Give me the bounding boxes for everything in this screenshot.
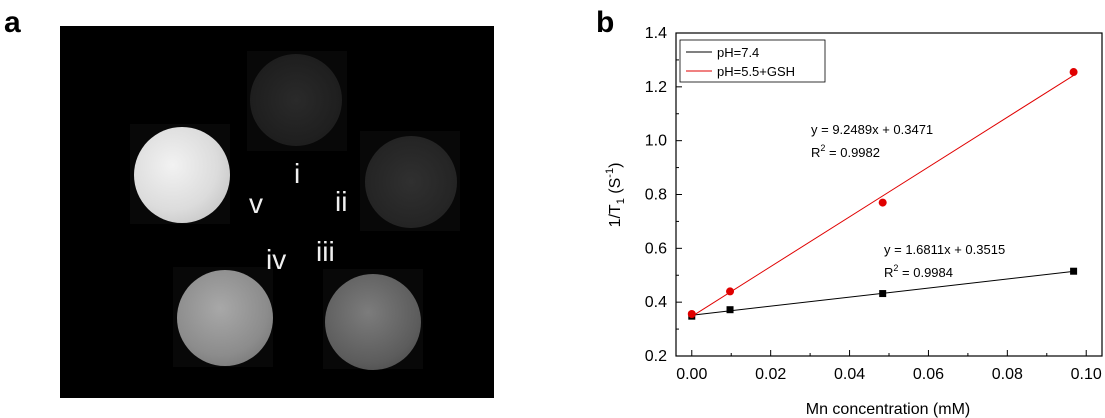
sample-label-iv: iv <box>266 244 287 275</box>
panel-label-b: b <box>596 6 615 39</box>
data-point-ph55 <box>687 310 696 319</box>
x-axis: 0.00 0.02 0.04 0.06 0.08 0.10 <box>676 350 1102 383</box>
y-axis: 0.2 0.4 0.6 0.8 1.0 1.2 1.4 <box>645 25 682 365</box>
y-axis-label-unit: (S <box>607 178 624 198</box>
equation-ph74: y = 1.6811x + 0.3515 <box>884 242 1005 257</box>
y-axis-label-subscript: 1 <box>615 198 627 204</box>
y-axis-label: 1/T1 (S-1) <box>604 163 627 228</box>
y-axis-label-superscript: -1 <box>604 168 616 178</box>
x-tick-label: 0.06 <box>913 366 944 383</box>
legend-label-ph74: pH=7.4 <box>717 45 759 60</box>
sample-disk-v <box>134 127 230 223</box>
sample-label-ii: ii <box>335 186 348 217</box>
y-tick-label: 0.2 <box>645 348 667 365</box>
data-point-ph55 <box>878 198 887 207</box>
r2-ph74: R2 = 0.9984 <box>884 263 953 280</box>
r2-ph55-label: R <box>811 145 820 160</box>
sample-disk-ii <box>365 136 457 228</box>
sample-disk-i <box>250 54 342 146</box>
sample-label-iii: iii <box>316 236 335 267</box>
x-tick-label: 0.00 <box>676 366 707 383</box>
legend: pH=7.4 pH=5.5+GSH <box>679 39 826 83</box>
equation-ph55: y = 9.2489x + 0.3471 <box>811 122 933 137</box>
y-tick-label: 0.4 <box>645 294 667 311</box>
sample-disk-iv <box>177 270 273 366</box>
y-axis-label-main: 1/T <box>607 204 624 227</box>
relaxivity-chart: 0.00 0.02 0.04 0.06 0.08 0.10 0.2 0.4 0.6 0.8 1.0… <box>604 25 1103 418</box>
data-point-ph55 <box>1069 68 1078 77</box>
y-tick-label: 0.8 <box>645 187 667 204</box>
x-axis-label: Mn concentration (mM) <box>806 401 971 418</box>
sample-disk-iii <box>325 274 421 370</box>
y-tick-label: 1.0 <box>645 133 667 150</box>
y-tick-label: 1.4 <box>645 25 667 42</box>
x-tick-label: 0.04 <box>834 366 865 383</box>
y-tick-label: 0.6 <box>645 240 667 257</box>
mri-phantom-image: i ii iii iv v <box>60 26 494 398</box>
sample-label-i: i <box>294 158 301 189</box>
data-point-ph74 <box>1070 267 1078 275</box>
legend-label-ph55: pH=5.5+GSH <box>717 64 795 79</box>
sample-label-v: v <box>249 188 263 219</box>
r2-ph55: R2 = 0.9982 <box>811 143 880 160</box>
r2-ph55-value: = 0.9982 <box>825 145 880 160</box>
x-tick-label: 0.10 <box>1071 366 1102 383</box>
r2-ph74-value: = 0.9984 <box>898 265 953 280</box>
data-point-ph55 <box>726 287 735 296</box>
data-point-ph74 <box>726 306 734 314</box>
r2-ph74-label: R <box>884 265 893 280</box>
panel-label-a: a <box>4 6 21 39</box>
y-tick-label: 1.2 <box>645 79 667 96</box>
legend-box <box>679 39 826 83</box>
y-axis-label-close: ) <box>607 163 624 168</box>
fit-line-ph55 <box>691 74 1074 317</box>
x-tick-label: 0.02 <box>755 366 786 383</box>
x-tick-label: 0.08 <box>992 366 1023 383</box>
data-point-ph74 <box>879 290 887 298</box>
r2-ph74-sup: 2 <box>893 263 898 273</box>
series-layer <box>687 68 1078 320</box>
r2-ph55-sup: 2 <box>820 143 825 153</box>
